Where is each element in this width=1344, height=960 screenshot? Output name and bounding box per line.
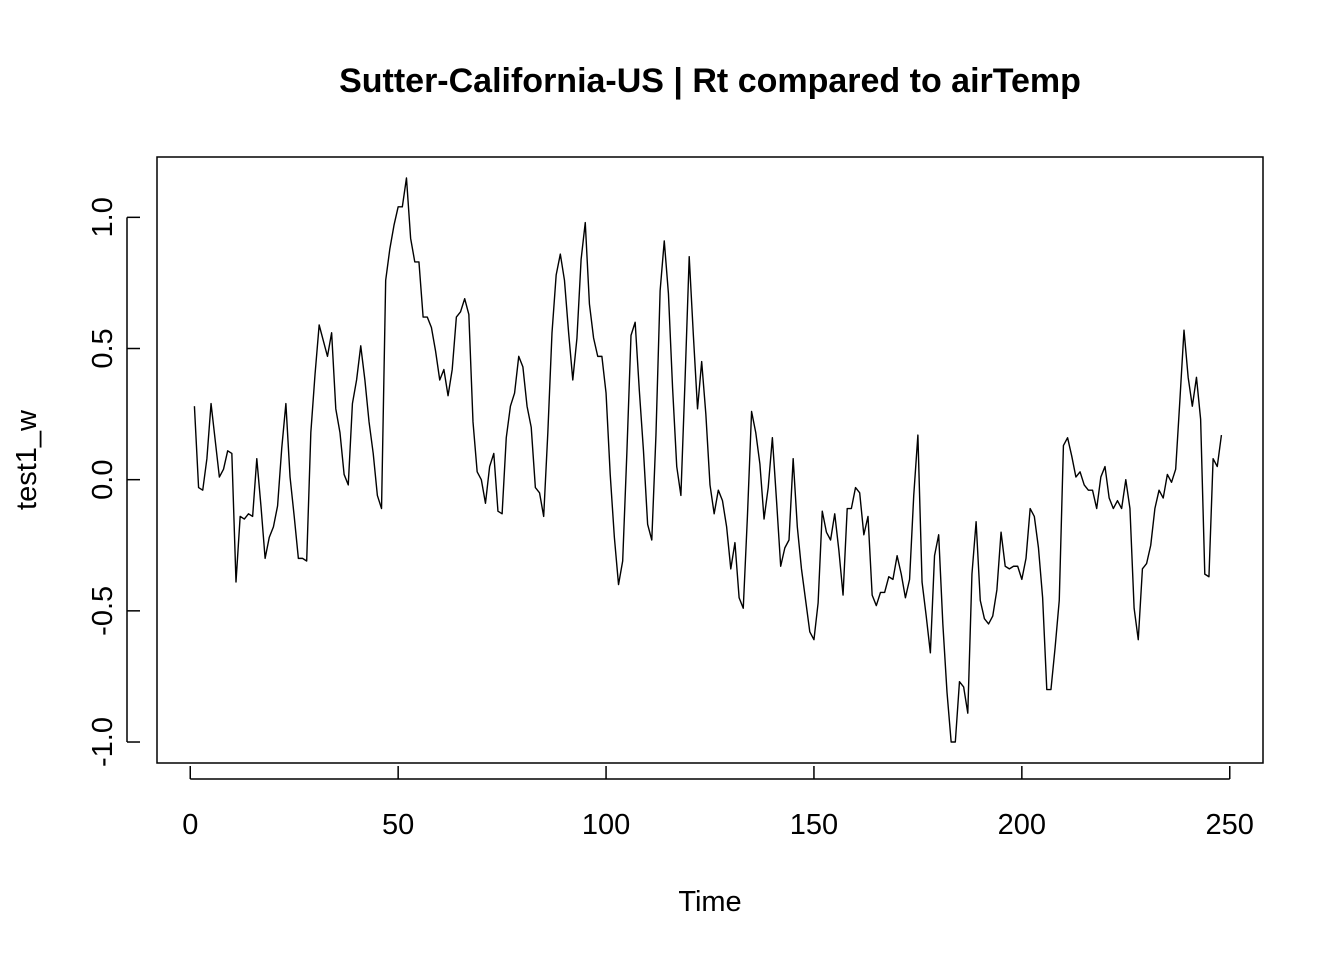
- y-tick-label: 0.5: [87, 328, 119, 368]
- x-tick-label: 50: [382, 809, 414, 841]
- plot-frame: [156, 156, 1264, 764]
- x-tick-label: 150: [790, 809, 838, 841]
- y-axis-label: test1_w: [11, 409, 43, 510]
- x-tick-label: 200: [998, 809, 1046, 841]
- y-tick-label: -1.0: [87, 717, 119, 767]
- x-axis-label: Time: [678, 886, 741, 918]
- y-tick-label: 1.0: [87, 197, 119, 237]
- y-tick-label: -0.5: [87, 586, 119, 636]
- x-tick-label: 0: [182, 809, 198, 841]
- x-tick-label: 100: [582, 809, 630, 841]
- y-axis: -1.0 -0.5 0.0 0.5 1.0: [87, 197, 140, 767]
- series-line-test1_w: [193, 177, 1223, 743]
- y-tick-label: 0.0: [87, 460, 119, 500]
- x-axis: 0 50 100 150 200 250: [182, 766, 1254, 841]
- x-tick-label: 250: [1206, 809, 1254, 841]
- series-layer: [193, 177, 1223, 743]
- chart-title: Sutter-California-US | Rt compared to ai…: [339, 62, 1081, 100]
